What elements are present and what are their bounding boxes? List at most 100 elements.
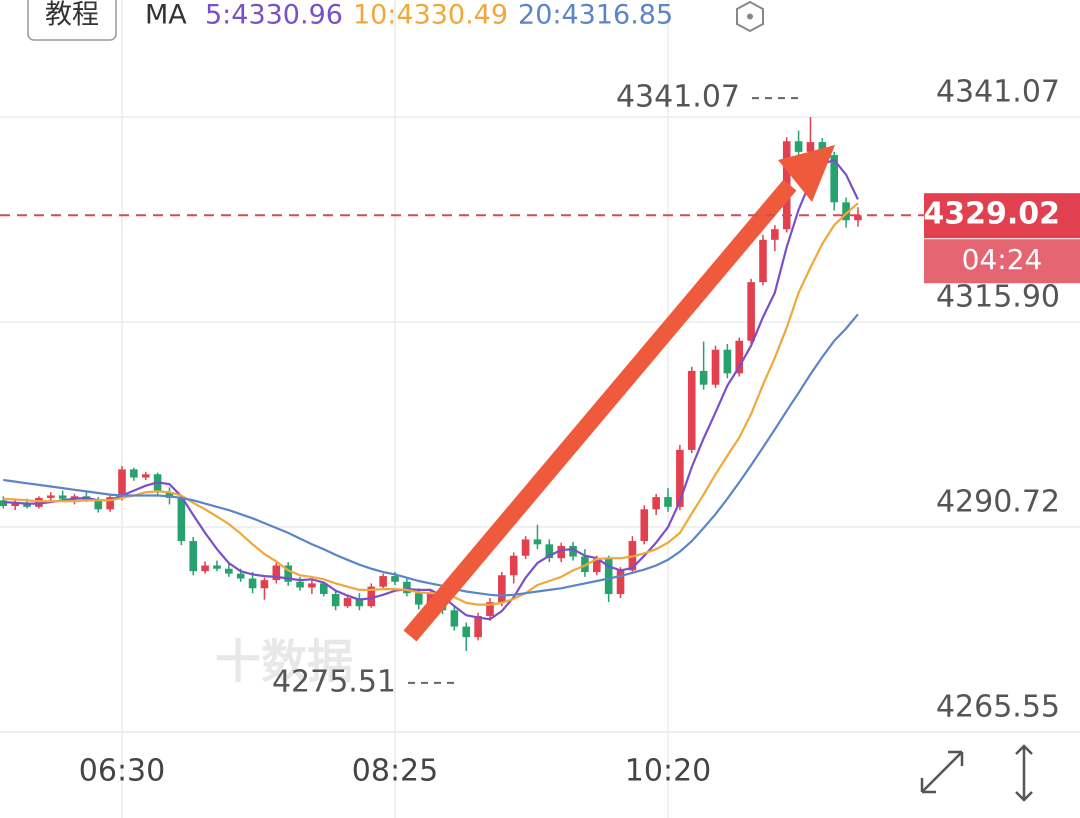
last-price-label: 4329.02 (923, 197, 1060, 232)
arrow-head (778, 145, 835, 202)
watermark: 十数据 (215, 635, 353, 689)
candle-body (177, 497, 186, 542)
candle-body (806, 142, 815, 152)
candle-body (284, 565, 292, 582)
last-price-tag (924, 193, 1080, 239)
candle-body (331, 593, 340, 607)
legend: 5:4330.96 10:4330.49 20:4316.85 (205, 0, 673, 31)
y-tick-label: 4290.72 (936, 485, 1060, 520)
arrow-shaft (403, 179, 797, 642)
candle-body (771, 229, 779, 240)
candle-body (118, 469, 126, 498)
candle-body (403, 581, 411, 594)
trend-arrow (403, 145, 835, 642)
candle-body (23, 503, 31, 507)
candle-body (0, 500, 8, 507)
x-tick-label: 10:20 (625, 754, 711, 789)
candle-body (414, 593, 423, 605)
countdown-label: 04:24 (962, 243, 1043, 276)
candle-body (854, 215, 862, 221)
expand-arrows[interactable] (920, 750, 964, 794)
settings-dot[interactable] (747, 13, 753, 20)
candle-body (236, 573, 245, 579)
candle-body (830, 155, 838, 203)
expand-icon[interactable] (920, 750, 964, 794)
tutorial-button[interactable] (27, 0, 117, 41)
settings-hexagon[interactable] (736, 0, 764, 33)
candle-body (165, 492, 174, 498)
ma-line (3, 158, 859, 621)
overlay: 4341.07 4315.90 4290.72 4265.55 06:30 08:25 10… (0, 75, 1080, 789)
candle-body (842, 202, 850, 221)
candle-body (747, 282, 755, 341)
candle-body (319, 583, 328, 594)
legend-entry: 5:4330.96 (205, 0, 343, 31)
indicator-label: MA (145, 0, 187, 31)
candle-body (225, 568, 233, 574)
candle-body (759, 239, 767, 283)
candle-body (664, 497, 672, 507)
candle-body (213, 565, 221, 569)
candle-body (189, 541, 198, 572)
candle-body (272, 565, 281, 581)
candle-body (794, 141, 803, 152)
tutorial-label[interactable]: 教程 (45, 0, 99, 31)
candle-body (308, 583, 316, 588)
vertical-arrows[interactable] (1015, 744, 1033, 802)
candle-body (616, 570, 625, 594)
high-annotation: 4341.07 (616, 80, 740, 115)
candle-body (498, 575, 506, 603)
candle-body (70, 496, 79, 499)
candle-body (687, 370, 696, 450)
settings-icon[interactable] (736, 0, 764, 33)
candle-body (557, 545, 565, 559)
candle-body (343, 598, 352, 607)
countdown-tag (924, 239, 1080, 284)
y-tick-label: 4315.90 (936, 280, 1060, 315)
candle-body (509, 555, 518, 576)
candle-body (94, 500, 103, 510)
candle-body (379, 576, 387, 587)
candle-body (355, 598, 364, 607)
ma-line (3, 202, 859, 606)
candle-body (699, 370, 708, 385)
candle-body (545, 544, 554, 559)
candle-body (58, 495, 67, 499)
candle-body (640, 509, 649, 542)
y-tick-label: 4341.07 (936, 75, 1060, 110)
candle-body (391, 576, 399, 582)
candle-body (604, 558, 613, 594)
candle-body (533, 539, 542, 545)
candle-body (11, 503, 19, 507)
candle-body (735, 340, 744, 374)
candle-body (462, 626, 471, 638)
legend-entry: 20:4316.85 (518, 0, 673, 31)
candle-body (676, 449, 684, 507)
candle-body (652, 497, 660, 510)
legend-entry: 10:4330.49 (353, 0, 508, 31)
candle-body (367, 586, 376, 607)
candle-body (141, 474, 150, 478)
candle-body (723, 349, 732, 374)
candle-body (260, 580, 269, 589)
candle-body (486, 602, 494, 616)
candle-body (569, 545, 577, 557)
candle-body (474, 615, 482, 638)
candle-body (450, 610, 459, 627)
candle-body (106, 497, 114, 510)
vertical-scale-icon[interactable] (1015, 744, 1033, 802)
candle-body (521, 539, 530, 556)
candle-body (593, 558, 601, 573)
candle-body (296, 581, 304, 588)
y-tick-label: 4265.55 (936, 690, 1060, 725)
candle-body (46, 495, 55, 498)
ma-line (3, 313, 859, 597)
x-tick-label: 08:25 (352, 754, 438, 789)
candle-body (35, 497, 43, 507)
x-tick-label: 06:30 (79, 754, 165, 789)
candle-body (201, 565, 209, 572)
candle-body (130, 469, 138, 478)
candle-body (248, 578, 257, 589)
candle-body (711, 349, 720, 385)
